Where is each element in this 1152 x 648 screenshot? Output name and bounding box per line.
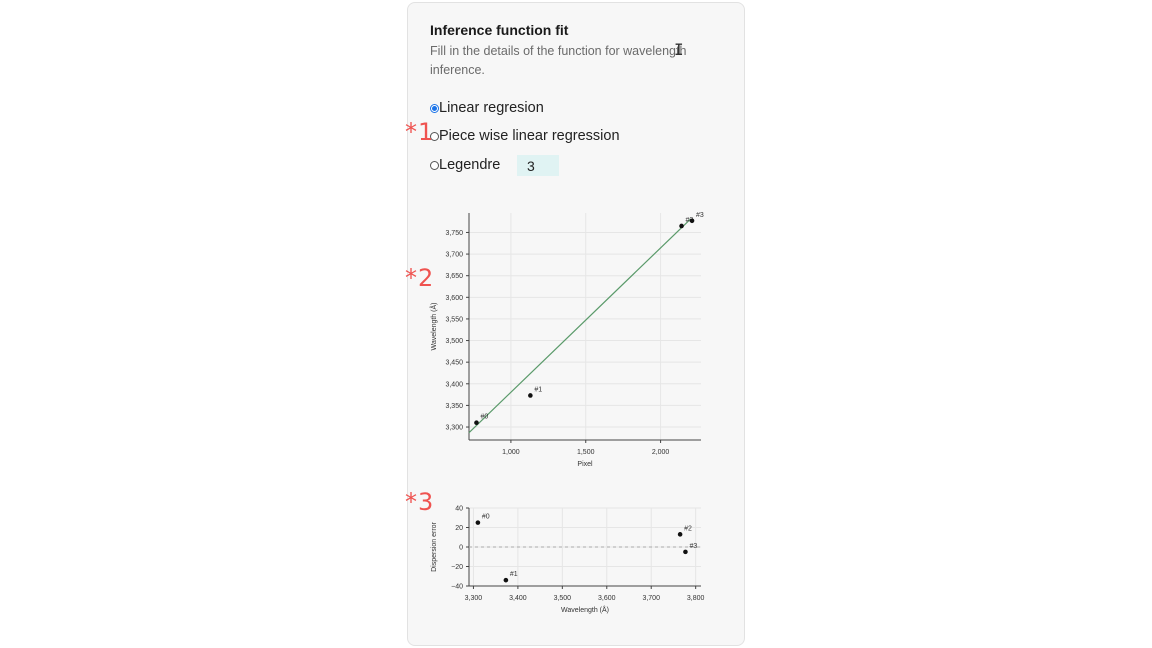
fit-point-label-1: #1 [534,386,542,393]
fit-y-tick-label: 3,500 [445,338,463,345]
error-y-axis-title: Dispersion error [431,521,438,571]
fit-y-tick-label: 3,600 [445,295,463,302]
radio-linear-regression[interactable] [430,103,439,113]
error-x-tick-label: 3,600 [598,595,616,602]
error-point-label-1: #1 [510,571,518,578]
inference-panel [407,2,745,646]
annotation-marker-3: *3 [405,488,435,516]
fit-point-0 [474,420,479,426]
error-point-label-0: #0 [482,514,490,521]
fit-y-tick-label: 3,400 [445,381,463,388]
fit-point-3 [689,218,695,224]
error-y-tick-label: −20 [451,564,463,571]
error-point-2 [677,532,683,537]
fit-y-axis-title: Wavelength (Å) [429,303,438,351]
fit-y-tick-label: 3,700 [445,252,463,259]
option-linear-regression[interactable]: Linear regresion [430,99,544,117]
error-x-tick-label: 3,500 [554,595,572,602]
legendre-degree-input[interactable] [517,155,559,176]
fit-y-tick-label: 3,450 [445,360,463,367]
option-label: Legendre [439,157,501,173]
option-piecewise-linear[interactable]: Piece wise linear regression [430,127,620,145]
panel-description: Fill in the details of the function for … [430,44,687,77]
panel-title: Inference function fit [430,22,569,38]
error-point-0 [475,520,481,525]
fit-x-tick-label: 1,000 [502,449,520,456]
fit-y-tick-label: 3,650 [445,273,463,280]
fit-point-label-0: #0 [480,414,488,421]
fit-point-1 [528,393,533,398]
fit-y-tick-label: 3,750 [445,230,463,237]
error-point-3 [683,549,688,555]
annotation-marker-1: *1 [405,118,435,146]
error-point-1 [503,577,509,583]
error-y-tick-label: 20 [455,525,463,532]
error-x-tick-label: 3,300 [465,595,483,602]
radio-legendre[interactable] [430,160,439,170]
fit-y-tick-label: 3,350 [445,403,463,410]
error-x-tick-label: 3,800 [687,595,705,602]
error-y-tick-label: 0 [459,545,463,552]
annotation-marker-2: *2 [405,264,435,292]
error-x-axis-title: Wavelength (Å) [561,605,609,614]
option-label: Piece wise linear regression [439,128,620,144]
error-x-tick-label: 3,700 [642,595,660,602]
fit-x-axis-title: Pixel [577,461,593,468]
fit-x-tick-label: 2,000 [652,449,670,456]
error-y-tick-label: 40 [455,506,463,513]
fit-x-tick-label: 1,500 [577,449,595,456]
error-point-label-2: #2 [684,525,692,532]
fit-y-tick-label: 3,300 [445,425,463,432]
fit-point-label-3: #3 [696,212,704,219]
text-cursor-icon: I [674,40,684,59]
error-y-tick-label: −40 [451,584,463,591]
fit-regression-line [468,218,691,434]
error-point-label-3: #3 [689,543,697,550]
option-legendre[interactable]: Legendre [430,156,500,174]
fit-y-tick-label: 3,550 [445,316,463,323]
error-x-tick-label: 3,400 [509,595,527,602]
option-label: Linear regresion [439,100,544,116]
fit-point-2 [679,223,684,229]
fit-point-label-2: #2 [686,217,694,224]
radio-piecewise-linear[interactable] [430,131,439,141]
